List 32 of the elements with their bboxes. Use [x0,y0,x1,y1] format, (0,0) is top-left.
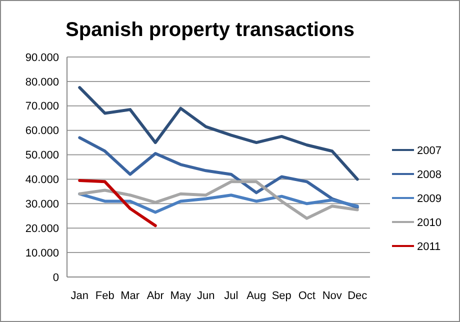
legend-label: 2008 [417,168,442,181]
x-tick-label: May [170,290,192,302]
legend-label: 2010 [417,216,442,229]
y-tick-label: 0 [52,272,59,284]
x-tick-label: Mar [120,290,140,302]
x-tick-label: Dec [348,290,368,302]
y-tick-label: 10.000 [25,247,59,260]
x-tick-label: Abr [146,290,164,302]
x-tick-label: Feb [95,290,114,302]
line-series [78,192,359,214]
y-tick-label: 50.000 [25,150,59,162]
legend-label: 2009 [417,192,442,205]
y-tick-label: 70.000 [25,100,59,113]
x-tick-label: Nov [322,290,342,302]
y-tick-label: 90.000 [25,52,59,64]
y-tick-label: 30.000 [25,198,59,211]
y-tick-label: 80.000 [25,76,59,88]
x-tick-label: Jan [70,290,88,302]
legend-label: 2011 [417,240,441,253]
x-tick-label: Oct [298,290,316,302]
line-series [78,86,359,181]
y-tick-label: 40.000 [25,174,59,186]
line-series [78,178,157,228]
line-series [78,180,359,220]
x-tick-label: Aug [246,290,266,302]
legend-label: 2007 [417,144,442,157]
x-tick-label: Jun [197,290,215,302]
x-tick-label: Sep [272,290,292,302]
x-tick-label: Jul [224,290,238,302]
y-tick-label: 20.000 [25,222,59,235]
y-tick-label: 60.000 [25,125,59,138]
chart-title: Spanish property transactions [66,19,354,41]
